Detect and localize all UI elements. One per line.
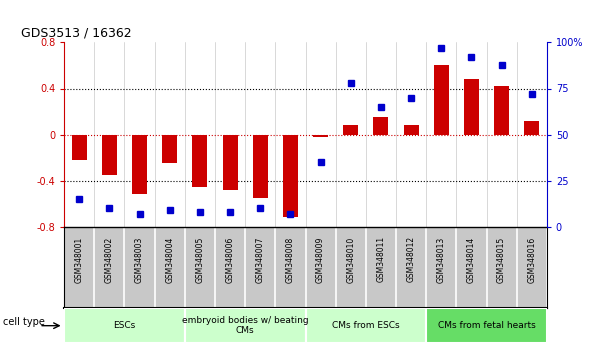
Bar [403,125,419,135]
Text: GSM348002: GSM348002 [105,236,114,282]
Text: GSM348015: GSM348015 [497,236,506,282]
Text: cell type: cell type [3,317,45,327]
Text: GSM348010: GSM348010 [346,236,355,282]
Bar [253,135,268,198]
Text: GSM348016: GSM348016 [527,236,536,282]
Bar [373,117,389,135]
Text: GSM348004: GSM348004 [165,236,174,283]
Text: GSM348009: GSM348009 [316,236,325,283]
Text: embryoid bodies w/ beating
CMs: embryoid bodies w/ beating CMs [182,316,309,335]
Text: GSM348001: GSM348001 [75,236,84,282]
Text: CMs from fetal hearts: CMs from fetal hearts [437,321,535,330]
Text: GSM348011: GSM348011 [376,236,386,282]
Bar [434,65,449,135]
Text: CMs from ESCs: CMs from ESCs [332,321,400,330]
Bar [426,308,547,343]
Text: GSM348008: GSM348008 [286,236,295,282]
Bar [132,135,147,194]
Bar [306,308,426,343]
Text: ESCs: ESCs [114,321,136,330]
Bar [222,135,238,190]
Text: GSM348014: GSM348014 [467,236,476,282]
Bar [64,308,185,343]
Bar [185,308,306,343]
Bar [162,135,177,163]
Bar [464,79,479,135]
Text: GSM348012: GSM348012 [406,236,415,282]
Bar [71,135,87,160]
Text: GSM348006: GSM348006 [225,236,235,283]
Bar [313,135,328,137]
Text: GDS3513 / 16362: GDS3513 / 16362 [21,27,131,40]
Bar [494,86,509,135]
Bar [343,125,358,135]
Bar [524,121,540,135]
Text: GSM348003: GSM348003 [135,236,144,283]
Text: GSM348013: GSM348013 [437,236,446,282]
Bar [102,135,117,175]
Bar [192,135,208,188]
Text: GSM348005: GSM348005 [196,236,205,283]
Bar [283,135,298,217]
Text: GSM348007: GSM348007 [256,236,265,283]
